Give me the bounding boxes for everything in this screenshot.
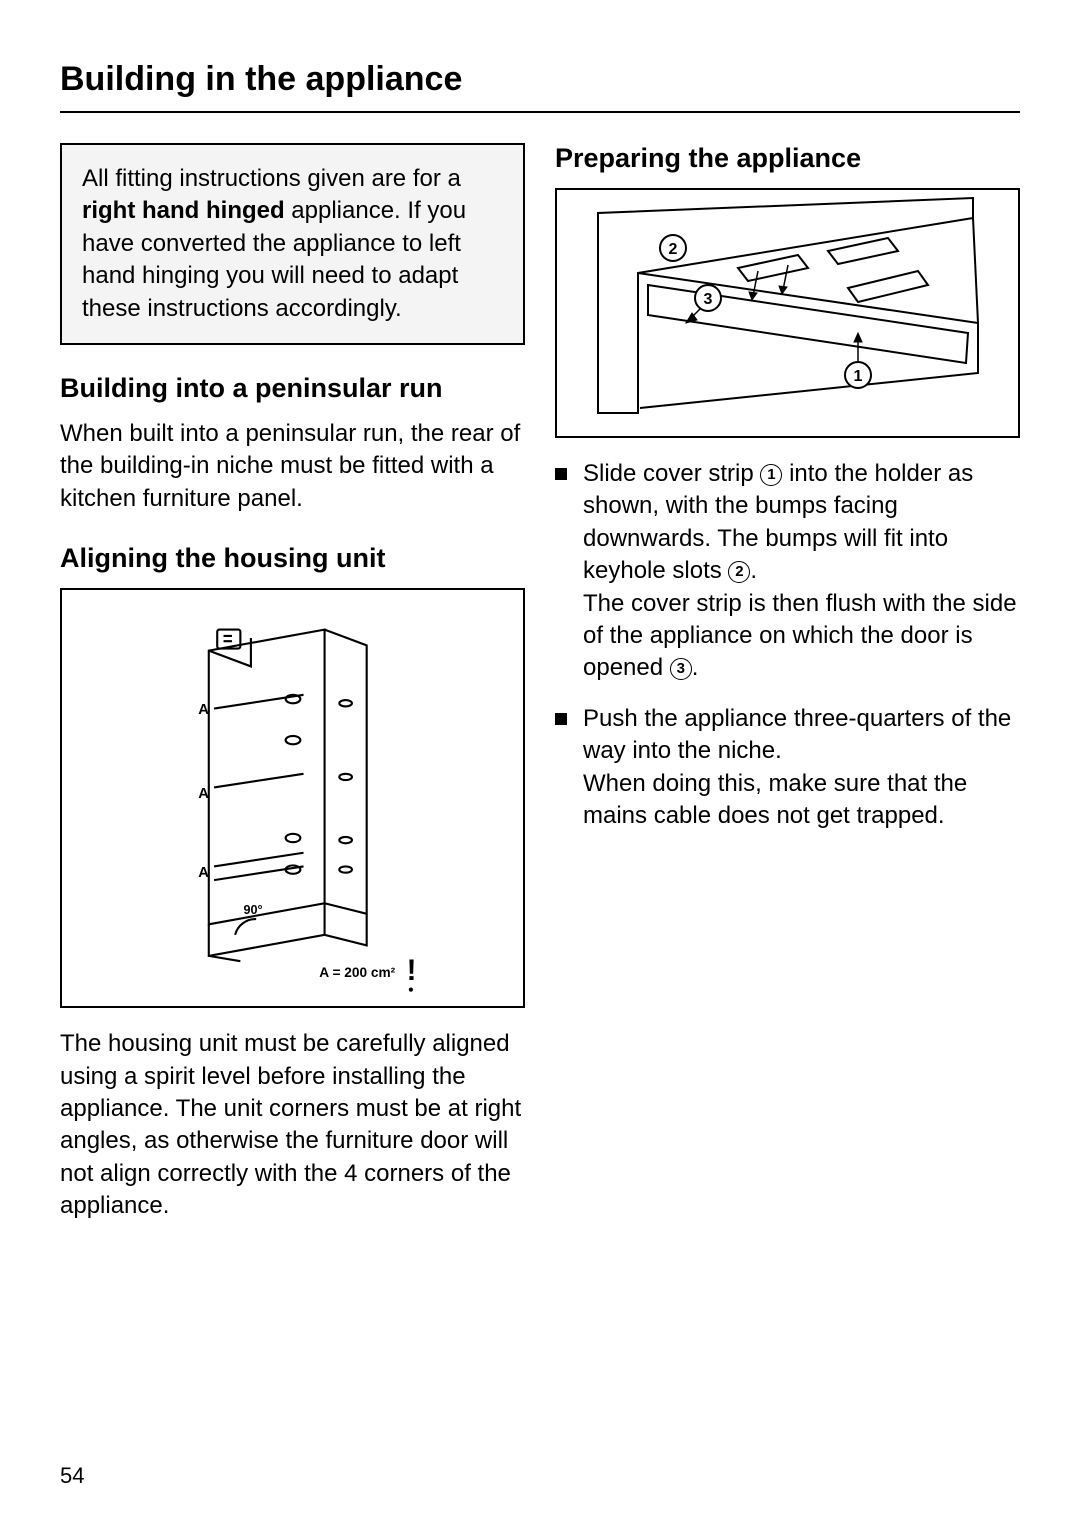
para-peninsular: When built into a peninsular run, the re…	[60, 418, 525, 515]
figure-cover-strip: 2 3 1	[555, 188, 1020, 438]
svg-text:A: A	[198, 865, 209, 881]
left-column: All fitting instructions given are for a…	[60, 143, 525, 1250]
content-columns: All fitting instructions given are for a…	[60, 143, 1020, 1250]
page-number: 54	[60, 1463, 84, 1489]
right-column: Preparing the appliance	[555, 143, 1020, 1250]
step-slide-cover: Slide cover strip 1 into the holder as s…	[555, 458, 1020, 685]
callout-1-icon: 1	[760, 464, 782, 486]
housing-diagram-icon: A A A 90° A = 200 cm² !	[128, 598, 458, 998]
info-text-part1: All fitting instructions given are for a	[82, 165, 461, 192]
preparing-steps: Slide cover strip 1 into the holder as s…	[555, 458, 1020, 832]
t: .	[692, 654, 699, 681]
figure-housing-unit: A A A 90° A = 200 cm² !	[60, 588, 525, 1008]
info-text-bold: right hand hinged	[82, 197, 285, 224]
svg-text:!: !	[406, 954, 416, 987]
callout-2-icon: 2	[728, 561, 750, 583]
t: .	[750, 557, 757, 584]
page-title: Building in the appliance	[60, 60, 1020, 99]
svg-text:2: 2	[668, 241, 677, 258]
svg-text:90°: 90°	[243, 903, 262, 917]
svg-text:A = 200 cm²: A = 200 cm²	[319, 965, 395, 980]
t: When doing this, make sure that the main…	[583, 770, 967, 829]
t: The cover strip is then flush with the s…	[583, 590, 1017, 682]
callout-3-icon: 3	[670, 658, 692, 680]
svg-text:A: A	[198, 786, 209, 802]
heading-aligning: Aligning the housing unit	[60, 543, 525, 574]
info-box: All fitting instructions given are for a…	[60, 143, 525, 345]
t: Push the appliance three-quarters of the…	[583, 705, 1011, 764]
svg-text:3: 3	[703, 291, 712, 308]
svg-text:A: A	[198, 702, 209, 718]
t: Slide cover strip	[583, 460, 760, 487]
step-push-appliance: Push the appliance three-quarters of the…	[555, 703, 1020, 833]
cover-strip-diagram-icon: 2 3 1	[578, 193, 998, 433]
para-aligning: The housing unit must be carefully align…	[60, 1028, 525, 1222]
svg-text:1: 1	[853, 368, 862, 385]
heading-peninsular: Building into a peninsular run	[60, 373, 525, 404]
heading-preparing: Preparing the appliance	[555, 143, 1020, 174]
title-rule	[60, 111, 1020, 113]
